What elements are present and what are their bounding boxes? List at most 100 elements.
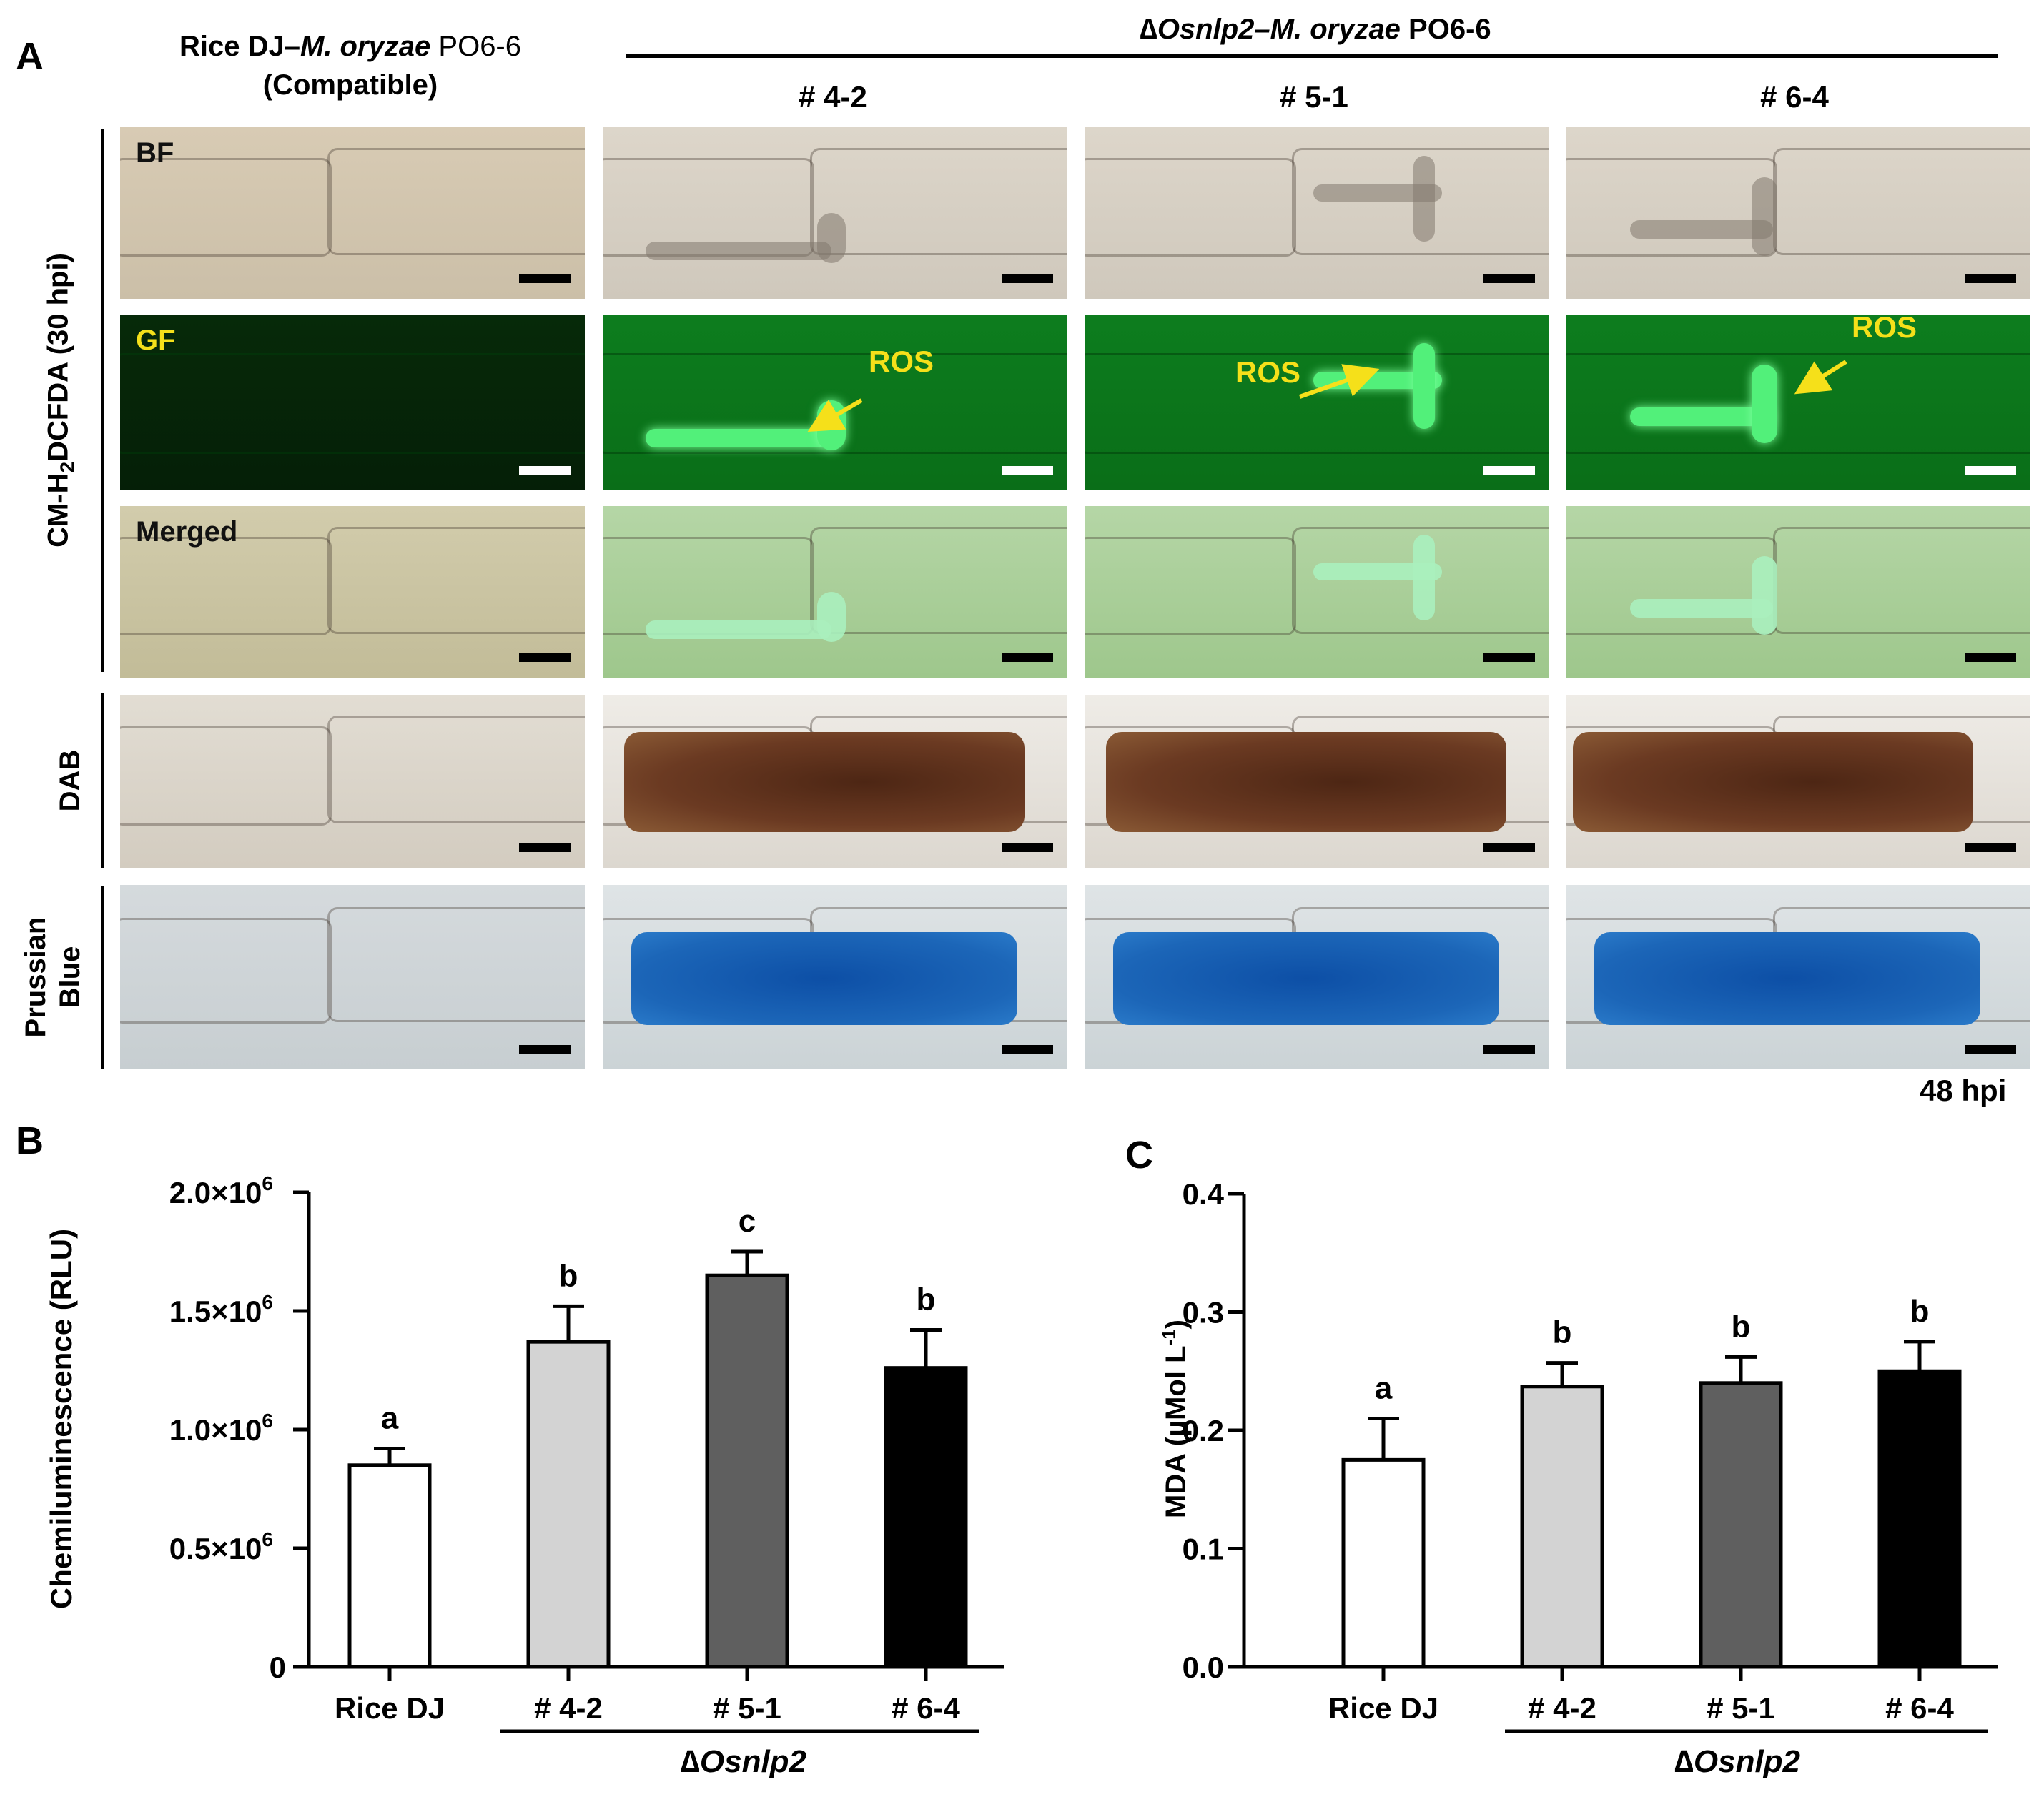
scale-bar xyxy=(1002,653,1053,662)
dab-stained-cell xyxy=(1573,732,1973,832)
bar xyxy=(1877,1369,1962,1669)
compat-header: Rice DJ–M. oryzae PO6-6 (Compatible) xyxy=(114,27,586,104)
scale-bar xyxy=(1002,1045,1053,1054)
hypha xyxy=(646,242,831,260)
dab-stained-cell xyxy=(624,732,1025,832)
micrograph-merged-2 xyxy=(1085,506,1549,678)
scale-bar xyxy=(1483,466,1535,475)
micrograph-dab-1 xyxy=(603,695,1067,868)
cell-wall xyxy=(603,353,1067,455)
panel-b-group-label: ∆Osnlp2 xyxy=(500,1744,987,1780)
micrograph-bf-1 xyxy=(603,127,1067,299)
bar xyxy=(347,1463,432,1669)
hypha xyxy=(1752,177,1777,256)
hypha xyxy=(1413,156,1435,242)
micrograph-merged-3 xyxy=(1566,506,2030,678)
panel-c-ylabel: MDA (µMol L-1) xyxy=(1152,1320,1193,1518)
panel-a-letter: A xyxy=(16,35,44,78)
cell-wall xyxy=(1085,158,1296,257)
y-tick-label: 1.5×106 xyxy=(169,1291,273,1328)
hypha xyxy=(1630,599,1773,618)
compat-header-strain: PO6-6 xyxy=(430,31,521,62)
time-label: 48 hpi xyxy=(1920,1074,2007,1107)
tile-label-merged: Merged xyxy=(136,516,238,548)
cell-wall xyxy=(120,353,585,455)
micrograph-merged-1 xyxy=(603,506,1067,678)
x-tick-label: # 4-2 xyxy=(1528,1691,1596,1725)
scale-bar xyxy=(1483,274,1535,283)
x-tick-label: # 5-1 xyxy=(1707,1691,1775,1725)
y-tick-label: 0.3 xyxy=(1183,1296,1224,1330)
panel-c-ylabel-text: MDA (µMol L xyxy=(1160,1345,1193,1518)
scale-bar xyxy=(1965,653,2016,662)
compat-header-line1: Rice DJ– xyxy=(179,31,300,62)
cell-wall xyxy=(1566,353,2030,455)
scale-bar xyxy=(1002,843,1053,852)
hypha xyxy=(817,592,846,642)
x-tick-label: # 6-4 xyxy=(892,1691,960,1725)
tile-label-gf: GF xyxy=(136,325,176,356)
significance-letter: a xyxy=(1375,1370,1393,1405)
row-group-rule-ros xyxy=(101,129,104,672)
cell-wall xyxy=(327,526,585,634)
y-tick-label: 0.1 xyxy=(1183,1533,1224,1566)
panel-c-ylabel-sup: -1 xyxy=(1157,1329,1180,1346)
cell-wall xyxy=(120,158,332,257)
micrograph-pb-3 xyxy=(1566,885,2030,1069)
significance-letter: b xyxy=(917,1282,936,1317)
cell-wall xyxy=(327,716,585,824)
y-tick-label: 2.0×106 xyxy=(169,1172,273,1209)
row-rule-prussian xyxy=(101,886,104,1069)
prussian-stained-cell xyxy=(1594,932,1980,1025)
panel-c-group-delta: ∆ xyxy=(1674,1744,1694,1779)
cell-wall xyxy=(120,726,332,826)
bar xyxy=(1699,1381,1783,1669)
panel-c-group-label: ∆Osnlp2 xyxy=(1494,1744,1980,1780)
cell-wall xyxy=(120,918,332,1024)
micrograph-bf-2 xyxy=(1085,127,1549,299)
micrograph-pb-0 xyxy=(120,885,585,1069)
micrograph-dab-0 xyxy=(120,695,585,868)
prussian-stained-cell xyxy=(631,932,1017,1025)
x-tick-label: Rice DJ xyxy=(1328,1691,1438,1725)
cell-wall xyxy=(810,147,1067,255)
scale-bar xyxy=(1002,466,1053,475)
column-label-6-4: # 6-4 xyxy=(1760,80,1829,114)
micrograph-gf-0: GF xyxy=(120,315,585,490)
prussian-stained-cell xyxy=(1113,932,1499,1025)
y-tick-label: 0.0 xyxy=(1183,1650,1224,1684)
significance-letter: b xyxy=(1553,1315,1572,1350)
scale-bar xyxy=(519,843,571,852)
bar xyxy=(705,1273,789,1669)
y-tick-label: 1.0×106 xyxy=(169,1410,273,1447)
bar xyxy=(884,1366,968,1669)
x-tick-label: # 4-2 xyxy=(534,1691,603,1725)
cell-wall xyxy=(327,147,585,255)
cell-wall xyxy=(1292,526,1549,634)
hypha xyxy=(1752,365,1777,443)
scale-bar xyxy=(1965,466,2016,475)
hypha xyxy=(1413,535,1435,620)
significance-letter: a xyxy=(381,1401,399,1436)
scale-bar xyxy=(1965,1045,2016,1054)
mutant-header-rule xyxy=(626,54,1998,58)
significance-letter: b xyxy=(559,1258,578,1293)
micrograph-pb-1 xyxy=(603,885,1067,1069)
cell-wall xyxy=(1085,353,1549,455)
cell-wall xyxy=(120,537,332,636)
y-tick-label: 0.4 xyxy=(1183,1177,1225,1211)
panel-c-group-gene: Osnlp2 xyxy=(1693,1744,1801,1779)
micrograph-gf-3 xyxy=(1566,315,2030,490)
mutant-header-strain: PO6-6 xyxy=(1400,14,1491,45)
panel-c-letter: C xyxy=(1125,1134,1153,1177)
micrograph-merged-0: Merged xyxy=(120,506,585,678)
hypha xyxy=(646,429,831,447)
scale-bar xyxy=(1483,1045,1535,1054)
y-tick-label: 0.5×106 xyxy=(169,1528,273,1565)
hypha xyxy=(1413,343,1435,429)
bar xyxy=(526,1340,611,1669)
scale-bar xyxy=(1965,274,2016,283)
scale-bar xyxy=(519,274,571,283)
hypha xyxy=(1630,220,1773,239)
